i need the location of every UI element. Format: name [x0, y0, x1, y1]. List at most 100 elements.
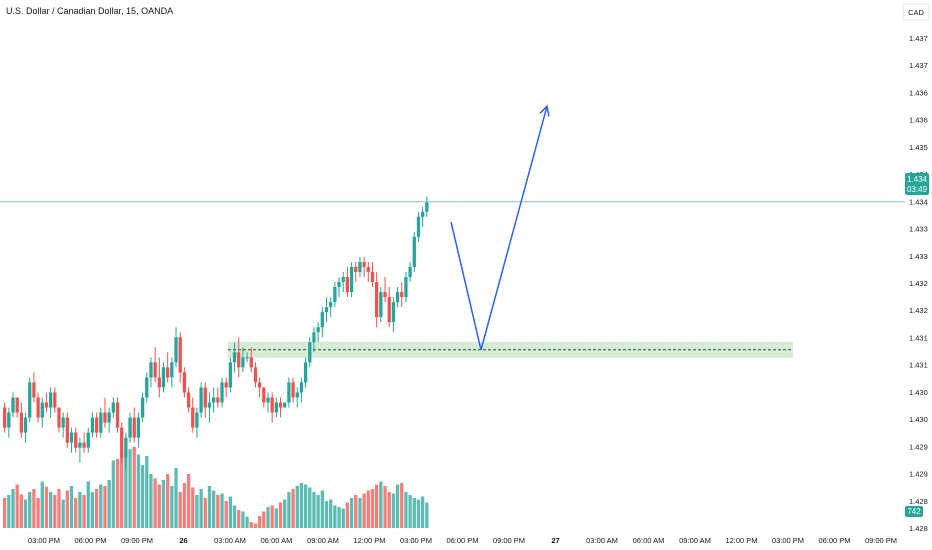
- candle-body[interactable]: [128, 417, 132, 438]
- candle-body[interactable]: [274, 402, 278, 413]
- candle-body[interactable]: [61, 417, 65, 428]
- candle-body[interactable]: [299, 382, 304, 393]
- candle-body[interactable]: [291, 382, 295, 398]
- candle-body[interactable]: [166, 367, 170, 378]
- candle-body[interactable]: [349, 266, 354, 293]
- candle-body[interactable]: [283, 402, 287, 408]
- candle-body[interactable]: [416, 216, 421, 237]
- candle-body[interactable]: [94, 417, 99, 433]
- candle-body[interactable]: [44, 402, 49, 408]
- candle-body[interactable]: [170, 362, 174, 378]
- candle-body[interactable]: [257, 382, 262, 388]
- candle-body[interactable]: [224, 382, 228, 388]
- candle-body[interactable]: [57, 407, 61, 428]
- candle-body[interactable]: [82, 442, 86, 448]
- candle-body[interactable]: [203, 387, 207, 408]
- candle-body[interactable]: [237, 352, 241, 368]
- candle-body[interactable]: [120, 427, 124, 458]
- candle-body[interactable]: [220, 382, 224, 403]
- candle-body[interactable]: [99, 412, 103, 433]
- candle-body[interactable]: [295, 392, 299, 398]
- candle-body[interactable]: [124, 437, 128, 458]
- candle-body[interactable]: [7, 412, 11, 428]
- candle-body[interactable]: [312, 332, 316, 343]
- candle-body[interactable]: [333, 287, 337, 303]
- candles[interactable]: [3, 196, 429, 468]
- candle-body[interactable]: [212, 397, 216, 403]
- candle-body[interactable]: [249, 357, 253, 368]
- candle-body[interactable]: [140, 397, 145, 418]
- candle-body[interactable]: [316, 327, 320, 333]
- candle-body[interactable]: [241, 357, 245, 368]
- candle-body[interactable]: [53, 392, 57, 408]
- candle-body[interactable]: [287, 382, 291, 403]
- time-axis[interactable]: 03:00 PM 06:00 PM 09:00 PM 26 03:00 AM 06:00 …: [28, 536, 897, 545]
- candle-body[interactable]: [207, 402, 212, 408]
- candle-body[interactable]: [228, 362, 233, 388]
- candle-body[interactable]: [270, 397, 274, 413]
- candle-body[interactable]: [15, 397, 19, 413]
- candle-body[interactable]: [136, 417, 141, 438]
- candle-body[interactable]: [308, 342, 312, 363]
- candle-body[interactable]: [408, 266, 412, 277]
- candle-body[interactable]: [278, 402, 283, 408]
- candle-body[interactable]: [115, 402, 120, 428]
- candle-body[interactable]: [366, 266, 370, 272]
- candle-body[interactable]: [178, 337, 182, 373]
- candle-body[interactable]: [157, 377, 161, 388]
- candle-body[interactable]: [107, 412, 111, 423]
- candle-body[interactable]: [90, 417, 95, 433]
- candle-body[interactable]: [370, 271, 375, 283]
- candle-body[interactable]: [266, 397, 270, 403]
- candle-body[interactable]: [28, 382, 32, 418]
- candle-body[interactable]: [262, 387, 266, 403]
- candle-body[interactable]: [132, 417, 136, 438]
- candle-body[interactable]: [391, 302, 396, 323]
- candle-body[interactable]: [199, 387, 203, 413]
- candle-body[interactable]: [341, 277, 345, 283]
- candle-body[interactable]: [153, 362, 157, 378]
- candle-body[interactable]: [182, 372, 187, 393]
- candle-body[interactable]: [103, 412, 107, 423]
- candle-body[interactable]: [412, 236, 416, 267]
- candle-body[interactable]: [149, 362, 153, 378]
- symbol-title[interactable]: U.S. Dollar / Canadian Dollar, 15, OANDA: [6, 6, 174, 16]
- candle-body[interactable]: [404, 277, 408, 298]
- candle-body[interactable]: [32, 382, 36, 398]
- candle-body[interactable]: [65, 417, 69, 443]
- candle-body[interactable]: [111, 402, 115, 413]
- candle-body[interactable]: [186, 392, 191, 408]
- candle-body[interactable]: [329, 302, 333, 308]
- candle-body[interactable]: [387, 297, 391, 323]
- candle-body[interactable]: [421, 211, 425, 217]
- candle-body[interactable]: [11, 397, 15, 413]
- candle-body[interactable]: [253, 367, 258, 383]
- candle-body[interactable]: [40, 402, 44, 418]
- candle-body[interactable]: [245, 357, 249, 359]
- candle-body[interactable]: [345, 277, 350, 293]
- candle-body[interactable]: [425, 201, 429, 212]
- candle-body[interactable]: [232, 352, 237, 363]
- candle-body[interactable]: [324, 307, 329, 313]
- candle-body[interactable]: [303, 362, 308, 383]
- candle-body[interactable]: [174, 337, 178, 363]
- candle-body[interactable]: [362, 261, 366, 267]
- candle-body[interactable]: [23, 417, 28, 433]
- candle-body[interactable]: [320, 312, 324, 328]
- candle-body[interactable]: [375, 282, 379, 318]
- candle-body[interactable]: [145, 377, 149, 398]
- candle-body[interactable]: [337, 282, 341, 288]
- candle-body[interactable]: [74, 432, 78, 448]
- candle-body[interactable]: [383, 292, 387, 298]
- candle-body[interactable]: [191, 407, 195, 428]
- projection-arrow[interactable]: [450, 106, 548, 350]
- candle-body[interactable]: [354, 266, 358, 272]
- candle-body[interactable]: [379, 292, 383, 318]
- candle-body[interactable]: [69, 432, 74, 443]
- candle-body[interactable]: [36, 397, 40, 418]
- candle-body[interactable]: [395, 292, 400, 303]
- candle-body[interactable]: [161, 367, 166, 388]
- candle-body[interactable]: [48, 392, 53, 408]
- candle-body[interactable]: [86, 432, 90, 448]
